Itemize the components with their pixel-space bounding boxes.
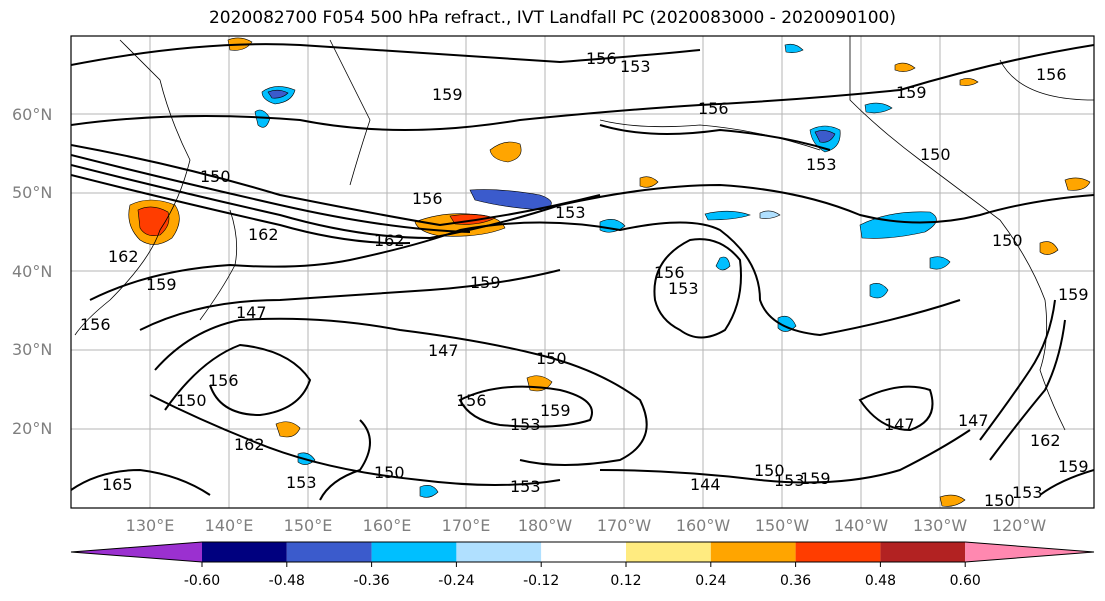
contour-label: 144: [690, 475, 721, 494]
contour-label: 159: [470, 273, 501, 292]
colorbar-tick-label: -0.60: [184, 573, 220, 589]
colorbar-tick-label: -0.12: [523, 573, 559, 589]
colorbar-tick-label: -0.36: [353, 573, 389, 589]
colorbar-segment: [371, 542, 457, 562]
lon-tick-label: 150°W: [755, 516, 810, 535]
contour-label: 150: [992, 231, 1023, 250]
lat-tick-label: 50°N: [12, 183, 52, 202]
contour-label: 159: [432, 85, 463, 104]
contour-label: 147: [958, 411, 989, 430]
colorbar-ticks: [201, 562, 966, 567]
map-frame: [71, 36, 1094, 508]
contour-label: 147: [428, 341, 459, 360]
contour-label: 150: [920, 145, 951, 164]
lon-tick-label: 130°E: [126, 516, 175, 535]
contour-label: 153: [286, 473, 317, 492]
contour-label: 156: [80, 315, 111, 334]
colorbar-segment: [71, 542, 202, 562]
contour-label: 156: [412, 189, 443, 208]
contour-label: 153: [806, 155, 837, 174]
colorbar-segment: [456, 542, 542, 562]
colorbar-tick-label: 0.12: [610, 573, 641, 589]
lon-tick-label: 150°E: [284, 516, 333, 535]
contour-label: 159: [540, 401, 571, 420]
contour-label: 153: [668, 279, 699, 298]
colorbar-tick-label: 0.60: [950, 573, 981, 589]
contour-label: 162: [108, 247, 139, 266]
refractivity-contours: [71, 43, 1094, 501]
lon-tick-label: 130°W: [913, 516, 968, 535]
contour-label: 153: [620, 57, 651, 76]
lat-tick-label: 20°N: [12, 419, 52, 438]
colorbar-tick-label: -0.48: [269, 573, 305, 589]
colorbar-segment: [286, 542, 372, 562]
contour-label: 150: [754, 461, 785, 480]
contour-labels: 156 156 156 159 159 150 150 156 153 150 …: [80, 49, 1089, 510]
colorbar-tick-label: 0.36: [780, 573, 811, 589]
lon-tick-label: 180°W: [518, 516, 573, 535]
contour-label: 153: [510, 415, 541, 434]
lat-tick-label: 40°N: [12, 262, 52, 281]
contour-label: 150: [536, 349, 567, 368]
colorbar-segment: [965, 542, 1094, 562]
contour-label: 153: [774, 471, 805, 490]
lon-tick-label: 170°E: [442, 516, 491, 535]
contour-label: 162: [234, 435, 265, 454]
lon-tick-label: 160°E: [363, 516, 412, 535]
contour-label: 153: [1012, 483, 1043, 502]
colorbar-segment: [626, 542, 711, 562]
lat-tick-label: 30°N: [12, 340, 52, 359]
contour-label: 162: [248, 225, 279, 244]
contour-label: 159: [800, 469, 831, 488]
lon-tick-label: 140°W: [834, 516, 889, 535]
contour-label: 156: [1036, 65, 1067, 84]
contour-label: 150: [200, 167, 231, 186]
colorbar-tick-label: -0.24: [438, 573, 474, 589]
contour-label: 159: [146, 275, 177, 294]
contour-label: 147: [884, 415, 915, 434]
colorbar-segment: [795, 542, 881, 562]
contour-label: 165: [102, 475, 133, 494]
contour-label: 150: [374, 463, 405, 482]
colorbar-segment: [541, 542, 626, 562]
gridlines: [71, 36, 1094, 508]
contour-label: 156: [698, 99, 729, 118]
longitude-axis: 130°E 140°E 150°E 160°E 170°E 180°W 170°…: [126, 516, 1047, 535]
latitude-axis: 20°N 30°N 40°N 50°N 60°N: [12, 105, 52, 438]
contour-label: 156: [456, 391, 487, 410]
lat-tick-label: 60°N: [12, 105, 52, 124]
contour-label: 156: [586, 49, 617, 68]
contour-label: 150: [176, 391, 207, 410]
contour-label: 159: [1058, 285, 1089, 304]
colorbar-segment: [880, 542, 966, 562]
lon-tick-label: 170°W: [597, 516, 652, 535]
chart-title: 2020082700 F054 500 hPa refract., IVT La…: [208, 8, 896, 28]
coastlines: [74, 36, 1094, 431]
contour-label: 150: [984, 491, 1015, 510]
lon-tick-label: 140°E: [205, 516, 254, 535]
colorbar-segment: [202, 542, 287, 562]
contour-label: 153: [555, 203, 586, 222]
colorbar: -0.60 -0.48 -0.36 -0.24 -0.12 0.12 0.24 …: [70, 541, 1095, 589]
contour-label: 162: [1030, 431, 1061, 450]
lon-tick-label: 160°W: [676, 516, 731, 535]
contour-label: 156: [208, 371, 239, 390]
contour-label: 147: [236, 303, 267, 322]
colorbar-tick-label: 0.24: [695, 573, 726, 589]
contour-label: 159: [1058, 457, 1089, 476]
lon-tick-label: 120°W: [992, 516, 1047, 535]
colorbar-tick-label: 0.48: [865, 573, 896, 589]
contour-label: 153: [510, 477, 541, 496]
contour-label: 156: [654, 263, 685, 282]
contour-label: 162: [374, 231, 405, 250]
contour-label: 159: [896, 83, 927, 102]
colorbar-segment: [710, 542, 796, 562]
